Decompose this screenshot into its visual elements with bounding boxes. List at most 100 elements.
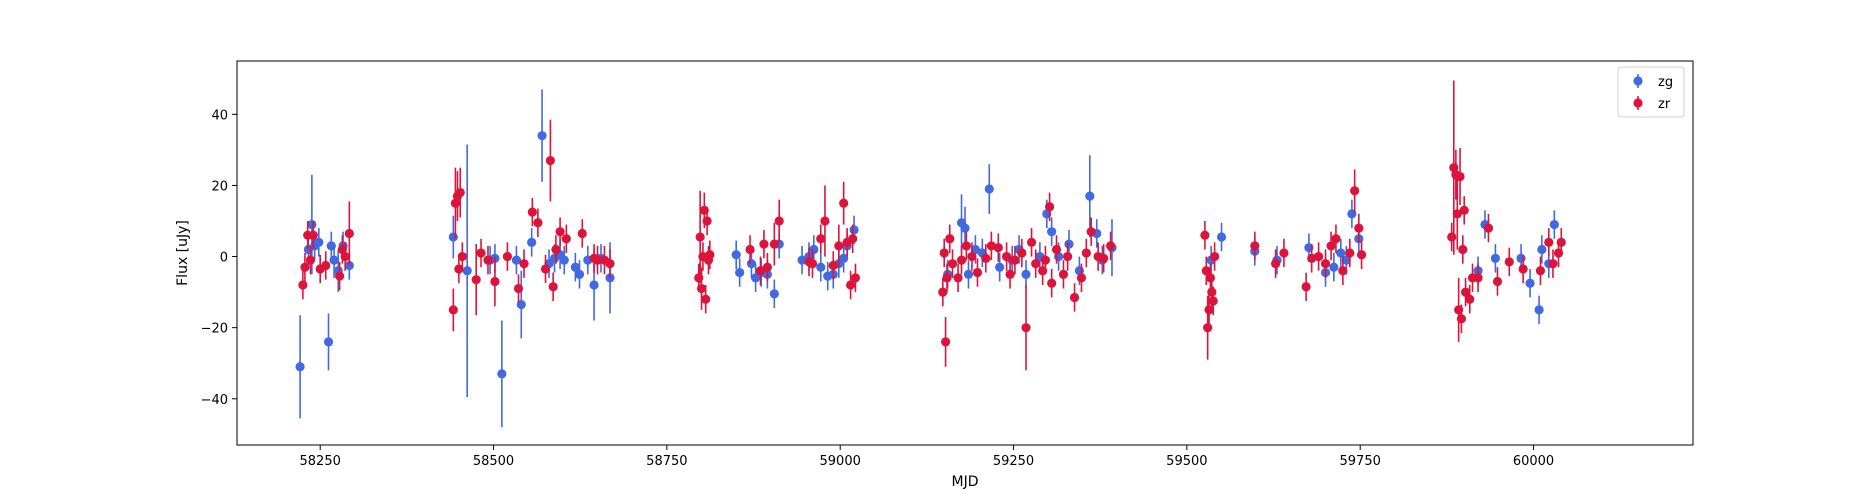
data-point bbox=[545, 119, 555, 202]
data-point bbox=[1051, 235, 1062, 264]
data-marker bbox=[839, 198, 849, 208]
data-marker bbox=[344, 228, 354, 239]
legend-marker bbox=[1633, 98, 1643, 108]
data-marker bbox=[548, 282, 558, 292]
data-marker bbox=[848, 234, 858, 244]
data-point bbox=[1307, 244, 1317, 273]
data-marker bbox=[1301, 282, 1311, 292]
data-point bbox=[457, 242, 467, 271]
y-axis-ticks: −40 −20 0 20 40 bbox=[201, 108, 237, 408]
data-marker bbox=[745, 244, 755, 255]
data-marker bbox=[695, 232, 705, 242]
data-point bbox=[1216, 222, 1227, 252]
data-point bbox=[986, 231, 996, 261]
data-marker bbox=[592, 255, 603, 265]
data-point bbox=[705, 240, 715, 269]
x-tick-label: 59500 bbox=[1166, 454, 1207, 469]
data-marker bbox=[816, 262, 826, 272]
data-marker bbox=[457, 251, 467, 262]
data-marker bbox=[335, 271, 345, 281]
data-marker bbox=[527, 207, 537, 217]
data-point bbox=[696, 267, 707, 310]
x-tick-label: 59000 bbox=[820, 454, 861, 469]
data-marker bbox=[702, 216, 712, 226]
data-point bbox=[483, 245, 493, 275]
data-marker bbox=[1021, 269, 1031, 279]
data-marker bbox=[1040, 255, 1051, 265]
data-point bbox=[731, 240, 741, 269]
data-point bbox=[735, 258, 745, 287]
data-marker bbox=[537, 131, 547, 141]
data-point bbox=[1544, 228, 1554, 257]
data-marker bbox=[834, 241, 844, 251]
data-marker bbox=[1556, 237, 1566, 247]
data-marker bbox=[942, 273, 952, 283]
x-tick-label: 58250 bbox=[300, 454, 341, 469]
data-point bbox=[592, 245, 603, 275]
data-point bbox=[1326, 231, 1336, 261]
data-marker bbox=[1031, 259, 1041, 269]
data-marker bbox=[1465, 294, 1475, 304]
data-point bbox=[1200, 221, 1210, 250]
data-marker bbox=[953, 273, 963, 283]
data-point bbox=[1010, 245, 1020, 275]
data-point bbox=[956, 245, 967, 275]
data-marker bbox=[1534, 305, 1544, 315]
data-point bbox=[1458, 235, 1468, 264]
data-point bbox=[1483, 213, 1494, 243]
data-marker bbox=[1314, 251, 1324, 262]
data-point bbox=[1314, 242, 1324, 271]
data-marker bbox=[1069, 292, 1080, 303]
data-marker bbox=[1473, 273, 1483, 283]
data-point bbox=[340, 242, 350, 271]
data-point bbox=[548, 272, 558, 301]
data-point bbox=[1063, 242, 1073, 271]
data-point bbox=[305, 245, 316, 275]
data-point bbox=[1081, 238, 1091, 268]
plot-frame bbox=[236, 60, 1694, 446]
data-marker bbox=[314, 237, 324, 247]
data-marker bbox=[940, 337, 951, 347]
data-marker bbox=[769, 239, 779, 249]
x-tick-label: 59250 bbox=[993, 454, 1034, 469]
data-marker bbox=[307, 219, 317, 230]
data-point bbox=[1085, 155, 1095, 237]
data-marker bbox=[454, 264, 464, 274]
data-point bbox=[559, 245, 569, 275]
data-point bbox=[995, 253, 1005, 282]
data-marker bbox=[502, 251, 512, 262]
data-marker bbox=[497, 369, 507, 379]
data-marker bbox=[1207, 287, 1217, 297]
data-marker bbox=[323, 337, 334, 347]
data-marker bbox=[1201, 266, 1211, 276]
data-marker bbox=[1064, 239, 1074, 249]
data-marker bbox=[1208, 296, 1218, 306]
data-point bbox=[834, 224, 844, 268]
data-point bbox=[1026, 228, 1037, 257]
data-point bbox=[797, 245, 807, 275]
data-point bbox=[462, 144, 472, 397]
data-point bbox=[1447, 222, 1457, 252]
data-point bbox=[1021, 285, 1031, 371]
y-tick-label: −40 bbox=[201, 393, 228, 408]
data-point bbox=[455, 167, 465, 218]
data-marker bbox=[1250, 241, 1260, 251]
data-point bbox=[1031, 249, 1041, 278]
data-point bbox=[774, 199, 784, 243]
data-marker bbox=[696, 283, 707, 294]
data-point bbox=[577, 219, 587, 248]
data-point bbox=[961, 231, 971, 261]
data-marker bbox=[540, 264, 551, 274]
data-point bbox=[940, 317, 951, 367]
data-point bbox=[769, 279, 779, 309]
data-marker bbox=[308, 230, 318, 240]
data-marker bbox=[961, 241, 971, 251]
data-point bbox=[846, 270, 856, 300]
data-marker bbox=[574, 269, 585, 279]
data-marker bbox=[960, 223, 970, 233]
data-point bbox=[1460, 277, 1471, 307]
data-marker bbox=[970, 244, 981, 255]
data-point bbox=[1208, 286, 1218, 316]
data-marker bbox=[701, 294, 711, 304]
data-point bbox=[1534, 295, 1544, 325]
